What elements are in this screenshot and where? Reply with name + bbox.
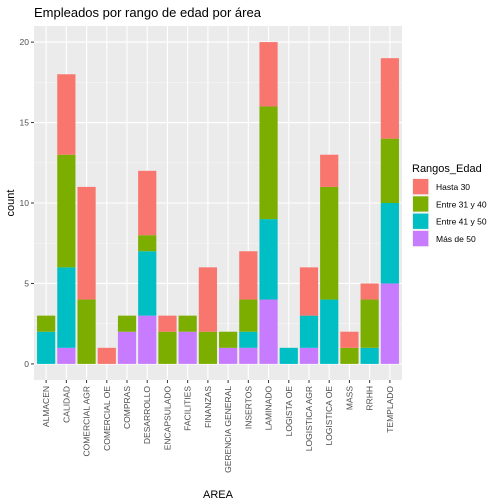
bar-segment [138, 251, 157, 316]
bar-segment [97, 347, 116, 364]
x-tick-label: GERENCIA GENERAL [223, 386, 233, 473]
bar-segment [178, 315, 197, 332]
bar-segment [37, 331, 56, 364]
x-tick-label: LOGISTA OE [284, 386, 294, 437]
legend-key [413, 230, 429, 247]
bar-segment [77, 299, 96, 364]
x-tick-label: FACILITIES [183, 386, 193, 431]
bar-segment [158, 331, 177, 364]
bar-segment [57, 347, 76, 364]
bar-segment [239, 331, 258, 348]
x-tick-label: MASS [344, 386, 354, 410]
bar-segment [360, 347, 379, 364]
x-tick-label: ENCAPSULADO [162, 386, 172, 451]
bar-segment [239, 347, 258, 364]
bar-segment [57, 267, 76, 348]
bar-segment [117, 331, 137, 364]
bar-segment [360, 283, 379, 300]
legend-label: Más de 50 [436, 234, 476, 244]
bar-segment [158, 315, 177, 332]
bar-segment [259, 106, 278, 220]
bar-segment [198, 267, 217, 332]
y-tick-label: 0 [24, 359, 29, 369]
bar-segment [239, 299, 258, 332]
bar-segment [198, 331, 217, 364]
bar-segment [259, 299, 278, 364]
legend-label: Hasta 30 [436, 182, 470, 192]
legend-label: Entre 31 y 40 [436, 199, 487, 209]
bar-segment [259, 219, 278, 300]
x-tick-label: INSERTOS [243, 386, 253, 429]
bar-segment [340, 347, 359, 364]
x-tick-label: FINANZAS [203, 386, 213, 428]
legend-key [413, 179, 429, 195]
x-tick-label: COMERCIAL AGR [82, 386, 92, 457]
bar-segment [299, 267, 319, 316]
bar-segment [178, 331, 197, 364]
bar-segment [239, 251, 258, 300]
bar-segment [380, 58, 399, 139]
bar-segment [219, 347, 238, 364]
bar-segment [320, 154, 339, 187]
y-tick-label: 20 [20, 37, 30, 47]
y-tick-label: 15 [20, 118, 30, 128]
bar-segment [380, 283, 399, 364]
x-tick-label: COMPRAS [122, 386, 132, 429]
bar-segment [320, 186, 339, 300]
bar-segment [380, 138, 399, 203]
x-tick-label: LOGISTICA OE [324, 386, 334, 446]
bar-segment [299, 315, 319, 348]
bar-segment [57, 74, 76, 155]
chart-title: Empleados por rango de edad por área [34, 5, 262, 20]
bar-segment [138, 315, 157, 364]
legend-title: Rangos_Edad [412, 163, 482, 175]
legend-key [413, 213, 429, 229]
x-axis-title: AREA [203, 489, 234, 501]
bar-segment [259, 42, 278, 107]
x-tick-label: LOGISTICA AGR [304, 386, 314, 451]
bar-segment [299, 347, 319, 364]
bar-segment [138, 170, 157, 236]
x-tick-label: DESARROLLO [142, 386, 152, 444]
y-tick-label: 10 [20, 198, 30, 208]
y-axis-title: count [5, 190, 17, 217]
x-tick-label: LAMINADO [264, 386, 274, 431]
bar-segment [380, 203, 399, 284]
bar-segment [320, 299, 339, 364]
legend-key [413, 196, 429, 212]
x-tick-label: CALIDAD [61, 386, 71, 423]
x-tick-label: TEMPLADO [385, 386, 395, 433]
bar-segment [360, 299, 379, 348]
legend-label: Entre 41 y 50 [436, 217, 487, 227]
bar-segment [340, 331, 359, 348]
bar-segment [219, 331, 238, 348]
x-tick-label: ALMACEN [41, 386, 51, 427]
x-tick-label: RRHH [365, 386, 375, 411]
bar-segment [138, 235, 157, 252]
bar-segment [37, 315, 56, 332]
y-tick-label: 5 [24, 278, 29, 288]
bar-segment [77, 186, 96, 300]
bar-segment [117, 315, 137, 332]
x-tick-label: COMERCIAL OE [102, 386, 112, 451]
bar-segment [279, 347, 298, 364]
legend: Rangos_Edad Hasta 30 Entre 31 y 40 Entre 4… [412, 163, 487, 248]
bar-segment [57, 154, 76, 268]
